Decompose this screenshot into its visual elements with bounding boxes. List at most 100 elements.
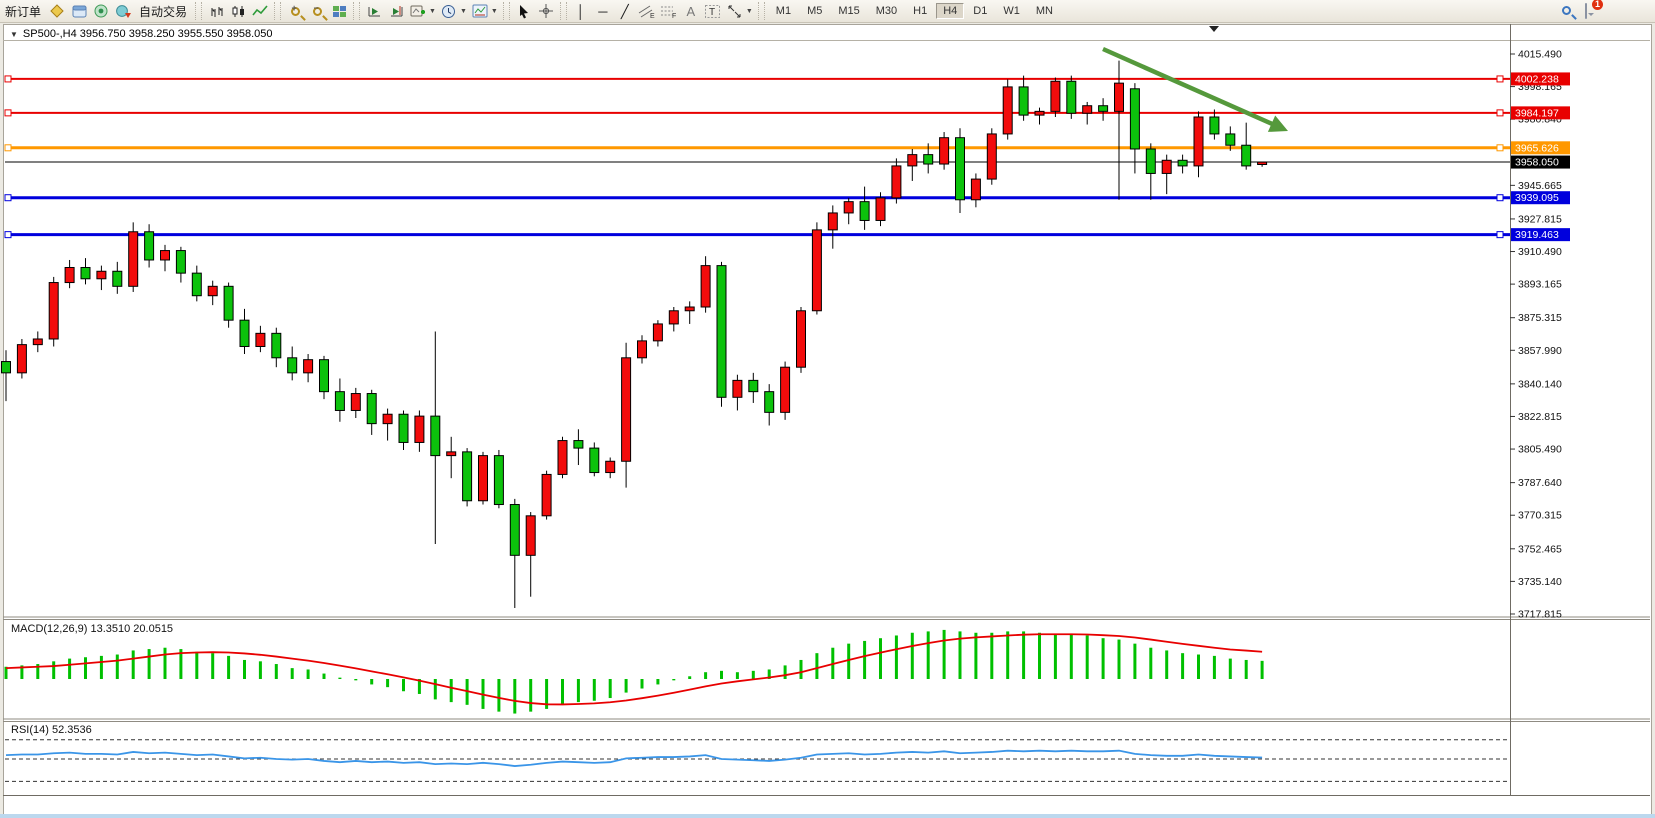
period-clock-icon[interactable] <box>439 2 459 20</box>
candle-bullish <box>970 178 981 201</box>
price-line-handle[interactable] <box>1496 194 1504 202</box>
trend-arrow-line[interactable] <box>1102 46 1280 130</box>
chart-shift-marker[interactable] <box>1209 26 1219 32</box>
timeframe-m15[interactable]: M15 <box>838 5 860 17</box>
label-tool-icon[interactable]: T <box>703 2 723 20</box>
zoom-out-icon[interactable]: − <box>307 2 327 20</box>
candle-bearish <box>334 391 345 411</box>
new-chart-icon[interactable] <box>408 2 428 20</box>
candle-bearish <box>112 270 123 287</box>
candle-bearish <box>1145 148 1156 174</box>
price-axis-label: 3805.490 <box>1518 444 1562 456</box>
macd-indicator-label: MACD(12,26,9) 13.3510 20.0515 <box>11 623 174 635</box>
auto-trading-button[interactable]: 自动交易 <box>139 4 188 19</box>
tile-windows-icon[interactable] <box>329 2 349 20</box>
candle-bullish <box>875 197 886 221</box>
fibonacci-tool-icon[interactable]: F <box>659 2 679 20</box>
candle-bullish <box>1034 110 1045 116</box>
price-axis-label: 3752.465 <box>1518 543 1562 555</box>
candle-bullish <box>478 455 488 502</box>
candle-bearish <box>1098 105 1109 112</box>
price-axis-label: 3945.665 <box>1518 180 1562 192</box>
chart-shift-icon[interactable] <box>386 2 406 20</box>
auto-trading-icon[interactable] <box>113 2 133 20</box>
candle-bullish <box>986 133 997 180</box>
candlestick-chart-type-icon[interactable] <box>228 2 248 20</box>
price-axis-label: 3875.315 <box>1518 312 1562 324</box>
timeframe-m1[interactable]: M1 <box>775 5 792 17</box>
price-line-handle[interactable] <box>1496 231 1504 239</box>
channel-tool-icon[interactable]: E <box>637 2 657 20</box>
chat-bubble-icon <box>1585 3 1587 19</box>
arrows-dropdown-arrow[interactable]: ▼ <box>745 7 753 15</box>
price-line-handle[interactable] <box>1496 144 1504 152</box>
cursor-tool-icon[interactable] <box>514 2 534 20</box>
vertical-line-tool-icon[interactable]: │ <box>576 3 585 19</box>
candle-bearish <box>589 447 600 474</box>
candle-bullish <box>414 415 425 443</box>
bar-chart-type-icon[interactable] <box>206 2 226 20</box>
trend-arrow-head[interactable] <box>1267 115 1288 132</box>
horizontal-line-tool-icon[interactable]: ─ <box>598 3 608 19</box>
candle-bearish <box>271 332 282 359</box>
candle-bearish <box>1177 159 1188 167</box>
candle-bullish <box>668 310 679 325</box>
timeframe-d1[interactable]: D1 <box>973 5 988 17</box>
crosshair-tool-icon[interactable] <box>536 2 556 20</box>
zoom-in-icon[interactable]: + <box>285 2 305 20</box>
timeframe-w1[interactable]: W1 <box>1003 5 1020 17</box>
price-badge-label: 4002.238 <box>1515 73 1559 85</box>
price-line-handle[interactable] <box>1496 75 1504 83</box>
new-chart-dropdown-arrow[interactable]: ▼ <box>429 7 436 15</box>
price-line-handle[interactable] <box>4 144 12 152</box>
price-line-handle[interactable] <box>4 231 12 239</box>
candle-bearish <box>175 250 186 274</box>
search-icon[interactable] <box>1562 4 1571 18</box>
price-badge <box>1511 191 1570 205</box>
template-dropdown-arrow[interactable]: ▼ <box>490 7 498 15</box>
order-book-icon[interactable] <box>47 2 67 20</box>
auto-scroll-icon[interactable] <box>364 2 384 20</box>
price-badge-label: 3939.095 <box>1515 192 1559 204</box>
candle-bearish <box>955 137 965 201</box>
period-dropdown-arrow[interactable]: ▼ <box>459 7 467 15</box>
price-badge <box>1511 106 1570 120</box>
price-axis-label: 3857.990 <box>1518 345 1562 357</box>
arrows-tool-icon[interactable] <box>725 2 745 20</box>
price-line-handle[interactable] <box>4 109 12 117</box>
toolbar-separator <box>195 2 203 20</box>
timeframe-m30[interactable]: M30 <box>875 5 898 17</box>
candle-bearish <box>1066 80 1077 114</box>
price-axis-label: 3787.640 <box>1518 477 1562 489</box>
candle-bullish <box>1002 86 1013 135</box>
timeframe-h4[interactable]: H4 <box>936 3 965 19</box>
toolbar: 新订单 自动交易 + − ▼ ▼ ▼ │ ─ ╱ E <box>0 0 1655 23</box>
timeframe-mn[interactable]: MN <box>1035 5 1053 17</box>
new-order-button[interactable]: 新订单 <box>5 4 42 19</box>
chart-window <box>3 24 1652 816</box>
chart-collapse-icon[interactable]: ▼ <box>10 29 18 39</box>
price-badge <box>1511 155 1570 169</box>
notifications-icon[interactable]: 1 <box>1585 0 1603 19</box>
candle-bullish <box>160 250 170 261</box>
line-chart-type-icon[interactable] <box>250 2 270 20</box>
candle-bearish <box>509 504 520 556</box>
signal-icon[interactable] <box>91 2 111 20</box>
price-line-handle[interactable] <box>1496 109 1504 117</box>
svg-text:E: E <box>650 13 655 19</box>
toolbar-separator <box>274 2 282 20</box>
timeframe-h1[interactable]: H1 <box>913 5 928 17</box>
candle-bearish <box>366 393 377 425</box>
price-line-handle[interactable] <box>4 75 12 83</box>
toolbar-separator <box>502 2 510 20</box>
template-icon[interactable] <box>470 2 490 20</box>
price-axis-label: 3770.315 <box>1518 510 1562 522</box>
trendline-tool-icon[interactable]: ╱ <box>620 3 629 19</box>
candle-bullish <box>128 231 139 287</box>
timeframe-m5[interactable]: M5 <box>807 5 823 17</box>
price-line-handle[interactable] <box>4 194 12 202</box>
text-tool-icon[interactable]: A <box>686 3 696 19</box>
candle-bullish <box>780 366 791 413</box>
market-watch-icon[interactable] <box>69 2 89 20</box>
